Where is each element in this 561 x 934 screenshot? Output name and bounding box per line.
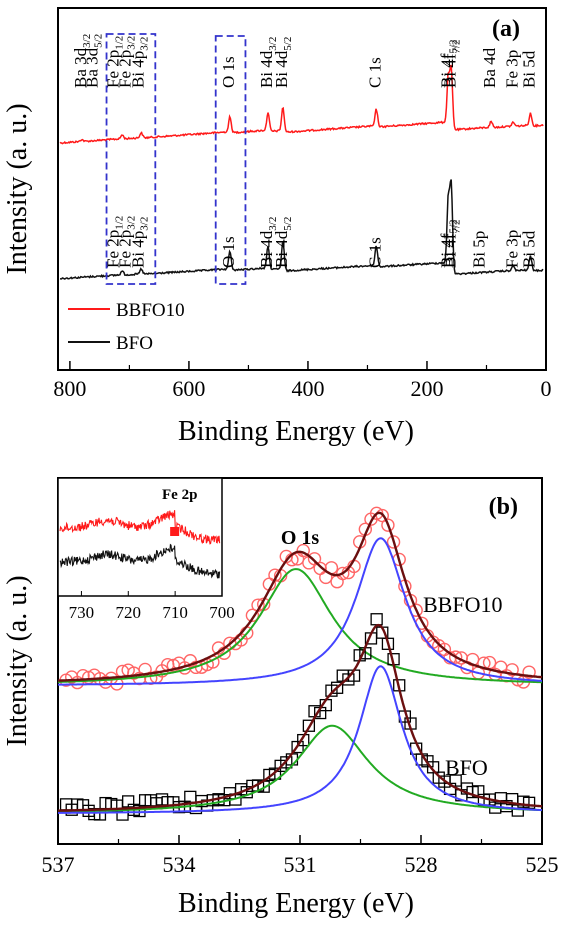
inset-xtick-label: 700 (209, 603, 235, 622)
panel-a: (a) 800 600 400 200 0 Ba 3d3/2Ba 3d5/2Fe 2p1… (2, 7, 552, 447)
bbfo10-data-point (307, 552, 322, 566)
bfo-data-point (370, 613, 383, 626)
panel-b-title: O 1s (281, 527, 320, 549)
panel-a-xtick-label: 0 (541, 376, 552, 401)
bfo-fit-oxygen-adsorbed (57, 724, 542, 813)
bbfo10-data-point (505, 663, 519, 677)
bfo-data-point (302, 719, 316, 732)
bfo-data-point (522, 796, 536, 809)
svg-text:O 1s: O 1s (219, 56, 238, 88)
inset-xtick-label: 720 (116, 603, 142, 622)
panel-b-xtick-label: 525 (526, 852, 559, 877)
bfo-data-point (381, 637, 395, 650)
bbfo10-data-point (381, 518, 395, 532)
panel-b-ticks: 537 534 531 528 525 (42, 835, 559, 877)
bbfo10-data-point (330, 575, 344, 589)
svg-text:Ba 4d: Ba 4d (480, 47, 499, 88)
panel-a-xlabel: Binding Energy (eV) (178, 416, 414, 447)
inset-xtick-label: 710 (162, 603, 188, 622)
panel-b-bbfo10-label: BBFO10 (423, 592, 502, 617)
inset-title: Fe 2p (162, 487, 197, 503)
panel-a-ylabel: Intensity (a. u.) (2, 103, 33, 274)
bbfo10-peak-label: O 1s (219, 56, 238, 88)
inset-xtick-label: 730 (69, 603, 95, 622)
bbfo10-fit-envelope (57, 511, 543, 682)
svg-text:Bi 5d: Bi 5d (520, 50, 539, 88)
bbfo10-peak-label: Bi 4f7/2 (440, 39, 462, 88)
panel-a-annotations: Ba 3d3/2Ba 3d5/2Fe 2p1/2Fe 2p3/2Bi 4p3/2… (71, 34, 539, 268)
bbfo10-data-point (386, 535, 401, 549)
bfo-peak-label: Bi 5d (520, 230, 539, 268)
svg-text:O 1s: O 1s (219, 236, 238, 268)
svg-text:C 1s: C 1s (365, 237, 384, 268)
legend-bfo-label: BFO (116, 333, 153, 354)
bbfo10-data-point (522, 665, 536, 679)
bbfo10-peak-label: Bi 5d (520, 50, 539, 88)
bbfo10-data-point (296, 543, 310, 558)
panel-b-xtick-label: 531 (284, 852, 317, 877)
panel-a-xtick-label: 800 (53, 376, 86, 401)
inset-data: 730 720 710 700 (59, 510, 235, 622)
bfo-fit-oxygen-lattice (58, 665, 543, 814)
panel-a-curves (59, 64, 544, 280)
bfo-data-point (330, 681, 344, 694)
panel-b-xtick-label: 537 (42, 852, 75, 877)
panel-a-ticks: 800 600 400 200 0 (53, 361, 552, 401)
bfo-data-point (297, 733, 310, 747)
svg-text:Bi 5p: Bi 5p (470, 231, 489, 268)
panel-b-xlabel: Binding Energy (eV) (178, 888, 414, 919)
panel-b-xtick-label: 528 (405, 852, 438, 877)
svg-text:Bi 5d: Bi 5d (520, 230, 539, 268)
bbfo10-peak-label: Fe 3p (502, 50, 521, 88)
panel-b-label: (b) (489, 494, 518, 520)
legend-bbfo10-label: BBFO10 (116, 300, 185, 321)
bfo-peak-label: Bi 4f7/2 (440, 219, 462, 268)
panel-b-bfo-label: BFO (445, 755, 488, 780)
panel-a-xtick-label: 400 (291, 376, 324, 401)
panel-b-data (57, 506, 543, 821)
bbfo10-survey-curve (59, 64, 544, 145)
bfo-data-point (449, 774, 462, 787)
svg-text:Fe 3p: Fe 3p (502, 50, 521, 88)
panel-a-xtick-label: 200 (410, 376, 443, 401)
bfo-peak-label: Bi 5p (470, 231, 489, 268)
svg-text:Fe 3p: Fe 3p (502, 230, 521, 268)
bbfo10-data-point (245, 608, 260, 623)
fe2p-region-box (105, 33, 157, 285)
inset-marker (170, 527, 180, 536)
bbfo10-data-point (336, 566, 350, 581)
panel-a-label: (a) (492, 16, 520, 42)
bbfo10-fit-oxygen-adsorbed (57, 568, 542, 684)
bbfo10-data-point (448, 650, 463, 664)
panel-a-dashed-boxes (105, 33, 247, 285)
bbfo10-peak-label: Ba 4d (480, 47, 499, 88)
panel-b-xtick-label: 534 (163, 852, 196, 877)
bfo-peak-label: O 1s (219, 236, 238, 268)
inset-bfo-curve (59, 543, 221, 579)
panel-a-legend: BBFO10 BFO (68, 300, 185, 354)
svg-text:C 1s: C 1s (365, 57, 384, 88)
bfo-fit-envelope (58, 623, 543, 812)
bfo-peak-label: C 1s (365, 237, 384, 268)
bfo-survey-curve (59, 179, 544, 280)
svg-text:Bi 4f7/2: Bi 4f7/2 (440, 39, 462, 88)
panel-a-frame (57, 7, 547, 371)
bfo-peak-label: Fe 3p (502, 230, 521, 268)
panel-b-ylabel: Intensity (a. u.) (2, 575, 33, 746)
o1s-region-box (214, 35, 247, 285)
inset-bbfo10-curve (59, 510, 221, 545)
panel-b: (b) O 1s 537 534 531 528 525 BBFO10 BFO Fe 2… (2, 477, 559, 919)
panel-a-xtick-label: 600 (172, 376, 205, 401)
bbfo10-peak-label: C 1s (365, 57, 384, 88)
svg-text:Bi 4f7/2: Bi 4f7/2 (440, 219, 462, 268)
bbfo10-fit-oxygen-lattice (58, 537, 543, 686)
inset-fe2p: Fe 2p 730 720 710 700 (57, 477, 235, 622)
